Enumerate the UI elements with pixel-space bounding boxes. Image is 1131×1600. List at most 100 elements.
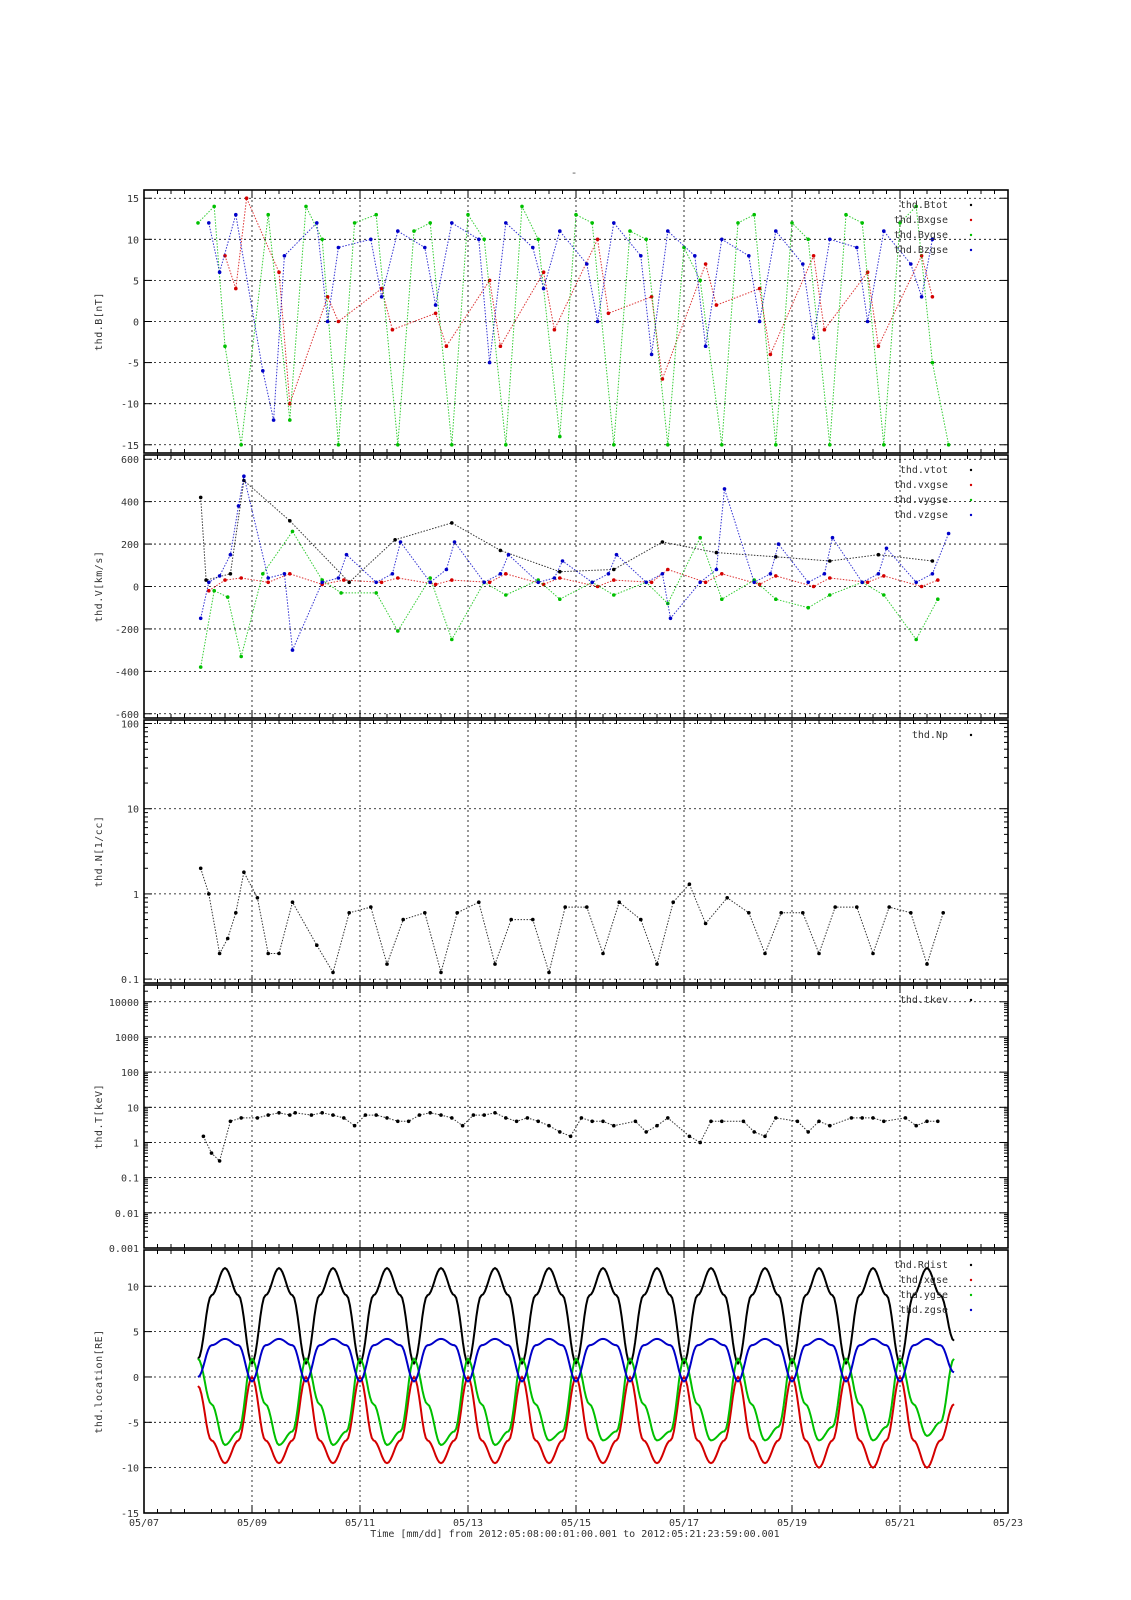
data-point — [204, 578, 208, 582]
data-point — [277, 270, 281, 275]
data-point — [757, 286, 762, 291]
data-point — [271, 418, 276, 422]
data-point — [865, 580, 870, 585]
data-point — [374, 580, 379, 585]
panel-stack: 151050-5-10-15thd.B[nT]thd.Btotthd.Bxgse… — [94, 189, 1009, 1520]
data-point — [882, 574, 886, 578]
series-line — [197, 1337, 955, 1383]
legend-label: thd.vtot — [900, 465, 948, 476]
data-point — [398, 540, 403, 544]
data-point — [390, 327, 395, 332]
data-point — [698, 278, 702, 283]
data-point — [660, 572, 665, 576]
data-point — [514, 1119, 519, 1124]
data-point — [352, 221, 357, 225]
data-point — [720, 597, 724, 601]
data-point — [914, 1123, 918, 1128]
data-point — [342, 1116, 346, 1120]
data-point — [498, 572, 503, 576]
y-tick-label: 400 — [121, 498, 139, 509]
data-point — [320, 1111, 325, 1115]
data-point — [477, 900, 481, 904]
legend: thd.Np — [912, 730, 973, 741]
data-point — [266, 951, 271, 956]
data-point — [390, 572, 395, 576]
panel-frame — [143, 984, 1009, 1249]
data-point — [795, 1119, 800, 1124]
data-point — [498, 344, 503, 349]
data-point — [282, 572, 287, 576]
data-point — [393, 538, 397, 542]
data-point — [536, 580, 540, 585]
data-point — [428, 1111, 433, 1115]
data-point — [914, 580, 918, 585]
data-point — [547, 970, 551, 975]
data-point — [531, 917, 535, 922]
series-trace — [197, 204, 950, 445]
data-point — [217, 1159, 222, 1163]
y-tick-label: 100 — [121, 720, 139, 731]
data-point — [207, 588, 211, 593]
series-trace — [208, 568, 938, 592]
data-point — [277, 1111, 281, 1115]
data-point — [339, 591, 343, 595]
data-point — [882, 229, 886, 233]
data-point — [558, 1130, 562, 1134]
data-point — [369, 905, 373, 909]
data-point — [884, 546, 889, 551]
data-point — [774, 597, 778, 601]
data-point — [536, 1119, 540, 1124]
data-point — [649, 580, 654, 585]
y-tick-label: 10 — [127, 805, 139, 816]
data-point — [239, 1116, 243, 1120]
data-point — [428, 580, 433, 585]
data-point — [423, 245, 427, 250]
data-point — [558, 597, 562, 601]
legend-marker — [969, 483, 973, 487]
data-point — [536, 237, 540, 242]
y-axis-label: thd.T[keV] — [94, 1084, 105, 1149]
panel-2: 600 400 200 0 -200 -400 -600 thd.V[km/s] thd.vto… — [94, 454, 1009, 721]
panel-1: 15 10 5 0 -5 -10 -15 thd.B[nT] thd.Btot thd.Bxgse… — [94, 189, 1009, 454]
data-point — [714, 303, 719, 307]
y-axis-label: thd.N[1/cc] — [94, 816, 105, 888]
data-point — [666, 1116, 670, 1120]
data-point — [698, 1140, 702, 1145]
series-line — [197, 1375, 955, 1469]
data-point — [401, 917, 406, 922]
data-point — [439, 970, 443, 975]
panel-frame — [143, 1249, 1009, 1514]
series-trace — [200, 868, 944, 975]
data-point — [225, 595, 230, 599]
legend-label: thd.xgse — [900, 1275, 948, 1286]
data-point — [541, 286, 546, 291]
data-point — [487, 360, 492, 365]
data-point — [452, 540, 457, 544]
series-trace — [224, 196, 933, 404]
x-axis: 05/07 05/09 05/11 05/13 05/15 05/17 05/19 05/21… — [129, 1518, 1023, 1529]
data-point — [482, 1113, 487, 1117]
series-thd-Np — [198, 866, 945, 975]
data-point — [903, 1116, 908, 1120]
data-point — [601, 1119, 605, 1124]
data-point — [288, 519, 292, 523]
data-point — [590, 1119, 594, 1124]
data-point — [563, 905, 567, 909]
y-axis-label: thd.location[RE] — [94, 1329, 105, 1433]
legend-label: thd.Btot — [900, 200, 948, 211]
data-point — [509, 917, 513, 922]
data-point — [774, 229, 778, 233]
data-point — [612, 578, 616, 582]
data-point — [693, 254, 697, 258]
data-point — [255, 1116, 260, 1120]
x-tick-label: 05/07 — [129, 1518, 159, 1529]
data-point — [504, 443, 508, 447]
data-point — [493, 1111, 497, 1115]
legend-label: thd.tkev — [900, 995, 948, 1006]
data-point — [828, 443, 832, 447]
legend-marker — [969, 218, 973, 222]
data-point — [865, 319, 870, 324]
y-tick-label: 0.001 — [109, 1244, 139, 1255]
data-point — [242, 870, 246, 874]
data-point — [477, 237, 481, 242]
